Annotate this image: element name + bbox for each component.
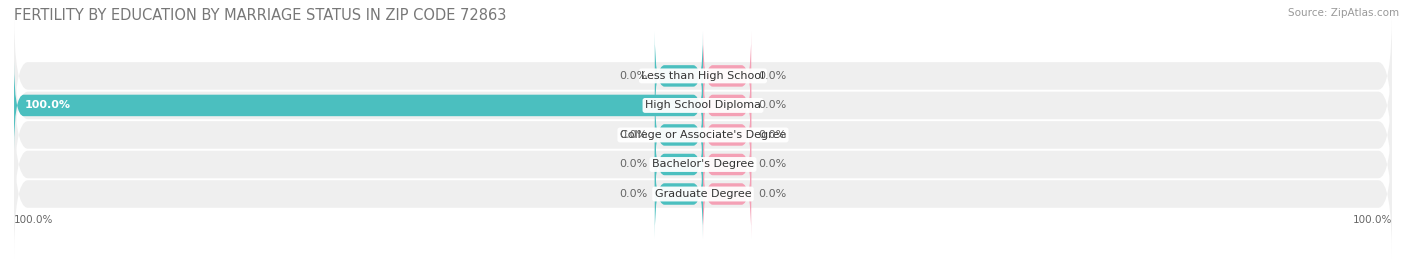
Text: 0.0%: 0.0% [758,160,786,169]
Text: Source: ZipAtlas.com: Source: ZipAtlas.com [1288,8,1399,18]
FancyBboxPatch shape [14,61,703,150]
FancyBboxPatch shape [655,31,703,120]
Text: Graduate Degree: Graduate Degree [655,189,751,199]
Text: 100.0%: 100.0% [14,215,53,225]
Text: Less than High School: Less than High School [641,71,765,81]
Text: 0.0%: 0.0% [620,160,648,169]
Text: Bachelor's Degree: Bachelor's Degree [652,160,754,169]
FancyBboxPatch shape [655,150,703,238]
FancyBboxPatch shape [703,31,751,120]
FancyBboxPatch shape [703,150,751,238]
FancyBboxPatch shape [14,40,1392,170]
Text: 0.0%: 0.0% [758,130,786,140]
Text: 0.0%: 0.0% [620,130,648,140]
Text: 0.0%: 0.0% [620,189,648,199]
Text: 0.0%: 0.0% [620,71,648,81]
Text: High School Diploma: High School Diploma [645,100,761,111]
Text: 0.0%: 0.0% [758,189,786,199]
Text: FERTILITY BY EDUCATION BY MARRIAGE STATUS IN ZIP CODE 72863: FERTILITY BY EDUCATION BY MARRIAGE STATU… [14,8,506,23]
FancyBboxPatch shape [703,120,751,209]
Text: 100.0%: 100.0% [1353,215,1392,225]
Text: 100.0%: 100.0% [24,100,70,111]
FancyBboxPatch shape [703,91,751,179]
FancyBboxPatch shape [14,70,1392,200]
Text: 0.0%: 0.0% [758,100,786,111]
FancyBboxPatch shape [703,61,751,150]
FancyBboxPatch shape [14,129,1392,259]
FancyBboxPatch shape [14,100,1392,229]
FancyBboxPatch shape [14,11,1392,141]
Text: 0.0%: 0.0% [758,71,786,81]
FancyBboxPatch shape [655,91,703,179]
Text: College or Associate's Degree: College or Associate's Degree [620,130,786,140]
FancyBboxPatch shape [655,120,703,209]
